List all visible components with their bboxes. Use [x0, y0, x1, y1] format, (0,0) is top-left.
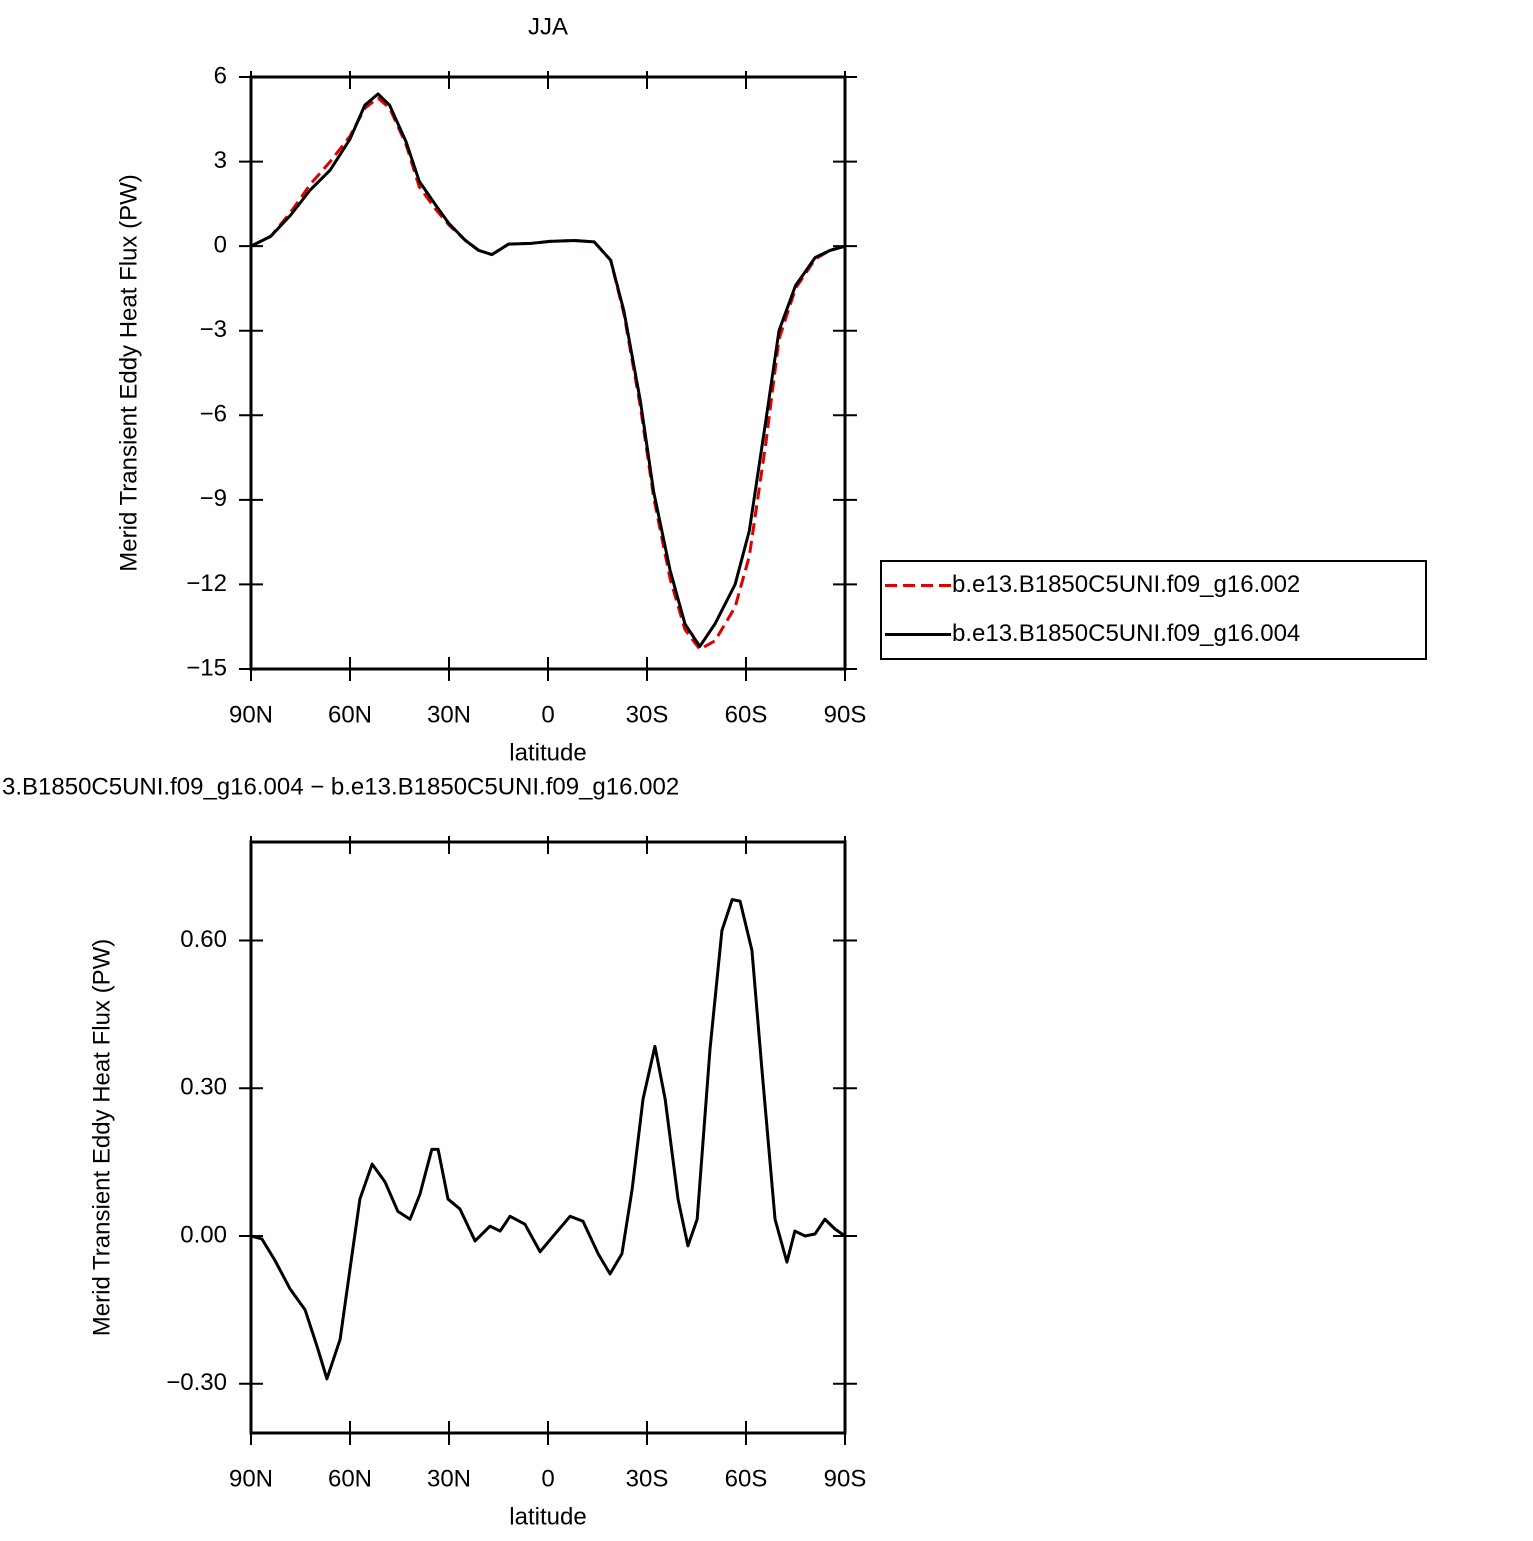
y-tick-label: 6 [214, 62, 227, 89]
data-line [250, 96, 846, 651]
y-tick-label: 3 [214, 147, 227, 174]
x-tick-label: 0 [541, 701, 554, 728]
x-tick-label: 60N [328, 701, 372, 728]
x-tick-label: 90S [824, 1465, 867, 1492]
y-tick-label: −12 [186, 570, 227, 597]
plot-frame [249, 75, 847, 671]
y-axis-label: Merid Transient Eddy Heat Flux (PW) [88, 939, 115, 1336]
y-tick-label: 0.30 [180, 1074, 227, 1101]
y-tick-label: −15 [186, 654, 227, 681]
y-axis-label: Merid Transient Eddy Heat Flux (PW) [115, 174, 142, 571]
x-tick-label: 60N [328, 1465, 372, 1492]
legend-label: b.e13.B1850C5UNI.f09_g16.002 [952, 571, 1300, 598]
y-tick-label: 0 [214, 231, 227, 258]
x-tick-label: 30S [626, 701, 669, 728]
y-tick-label: −0.30 [166, 1369, 227, 1396]
data-line [250, 898, 846, 1381]
y-tick-label: −3 [200, 316, 227, 343]
x-tick-label: 30N [427, 701, 471, 728]
x-tick-label: 30S [626, 1465, 669, 1492]
y-tick-label: 0.60 [180, 926, 227, 953]
x-tick-label: 90N [229, 1465, 273, 1492]
y-tick-label: −6 [200, 401, 227, 428]
chart-title: 3.B1850C5UNI.f09_g16.004 − b.e13.B1850C5… [2, 773, 679, 800]
x-tick-label: 30N [427, 1465, 471, 1492]
x-tick-label: 60S [725, 1465, 768, 1492]
x-tick-label: 60S [725, 701, 768, 728]
y-tick-label: 0.00 [180, 1221, 227, 1248]
legend-box [880, 560, 1427, 660]
chart-title: JJA [528, 13, 568, 40]
x-axis-label: latitude [509, 739, 586, 766]
plot-frame [249, 840, 847, 1435]
x-tick-label: 90N [229, 701, 273, 728]
data-line [250, 92, 846, 648]
legend-label: b.e13.B1850C5UNI.f09_g16.004 [952, 620, 1300, 647]
y-tick-label: −9 [200, 485, 227, 512]
x-tick-label: 90S [824, 701, 867, 728]
x-axis-label: latitude [509, 1503, 586, 1530]
x-tick-label: 0 [541, 1465, 554, 1492]
